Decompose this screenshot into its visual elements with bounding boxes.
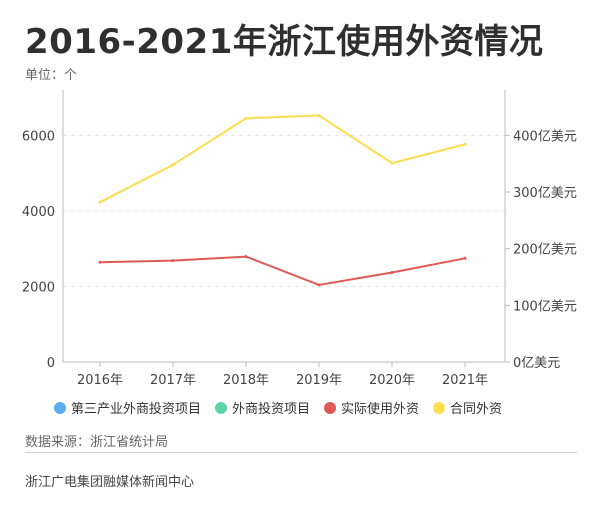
footer-credit: 浙江广电集团融媒体新闻中心 [25,475,195,490]
legend-item-contract[interactable]: 合同外资 [433,398,502,417]
data-point [171,163,175,167]
legend-label: 合同外资 [450,402,503,417]
x-tick-label: 2018年 [223,373,269,388]
left-tick-label: 2000 [22,280,55,295]
right-tick-label: 100亿美元 [513,299,577,314]
right-tick-label: 300亿美元 [513,186,577,201]
legend-marker-icon [54,401,66,414]
unit-label: 单位：个 [25,68,78,83]
left-tick-label: 4000 [22,205,55,220]
data-point [463,142,467,146]
left-tick-label: 0 [47,356,55,371]
data-point [98,200,102,204]
data-point [171,259,175,263]
data-point [244,255,248,259]
series-line [99,255,466,286]
x-tick-label: 2019年 [296,373,342,388]
x-tick-label: 2017年 [150,373,196,388]
right-tick-label: 200亿美元 [513,243,577,258]
legend-marker-icon [324,401,337,414]
data-point [244,116,248,120]
legend-marker-icon [433,401,446,414]
series-line [99,114,466,204]
legend-label: 实际使用外资 [341,402,420,417]
x-tick-label: 2020年 [369,373,415,388]
data-point [463,256,467,260]
x-tick-label: 2021年 [442,373,488,388]
left-tick-label: 6000 [22,129,55,144]
right-tick-label: 0亿美元 [513,356,560,371]
right-tick-label: 400亿美元 [513,129,577,144]
legend-label: 外商投资项目 [232,402,311,417]
data-point [317,283,321,287]
data-point [390,270,394,274]
legend-item-third-industry[interactable]: 第三产业外商投资项目 [54,398,201,417]
chart-legend: 第三产业外商投资项目 外商投资项目 实际使用外资 合同外资 [54,398,502,417]
divider [25,452,577,453]
x-tick-label: 2016年 [77,373,123,388]
data-source: 数据来源：浙江省统计局 [25,435,169,450]
data-point [98,260,102,264]
legend-marker-icon [215,401,228,414]
legend-item-foreign-projects[interactable]: 外商投资项目 [215,398,310,417]
line-chart: 0 2000 4000 6000 0亿美元 100亿美元 200亿美元 300亿美元 400亿美… [22,90,577,388]
data-point [317,114,321,117]
chart-title: 2016-2021年浙江使用外资情况 [25,22,544,62]
legend-item-actual-use[interactable]: 实际使用外资 [324,398,419,417]
data-point [390,161,394,165]
legend-label: 第三产业外商投资项目 [71,402,202,417]
